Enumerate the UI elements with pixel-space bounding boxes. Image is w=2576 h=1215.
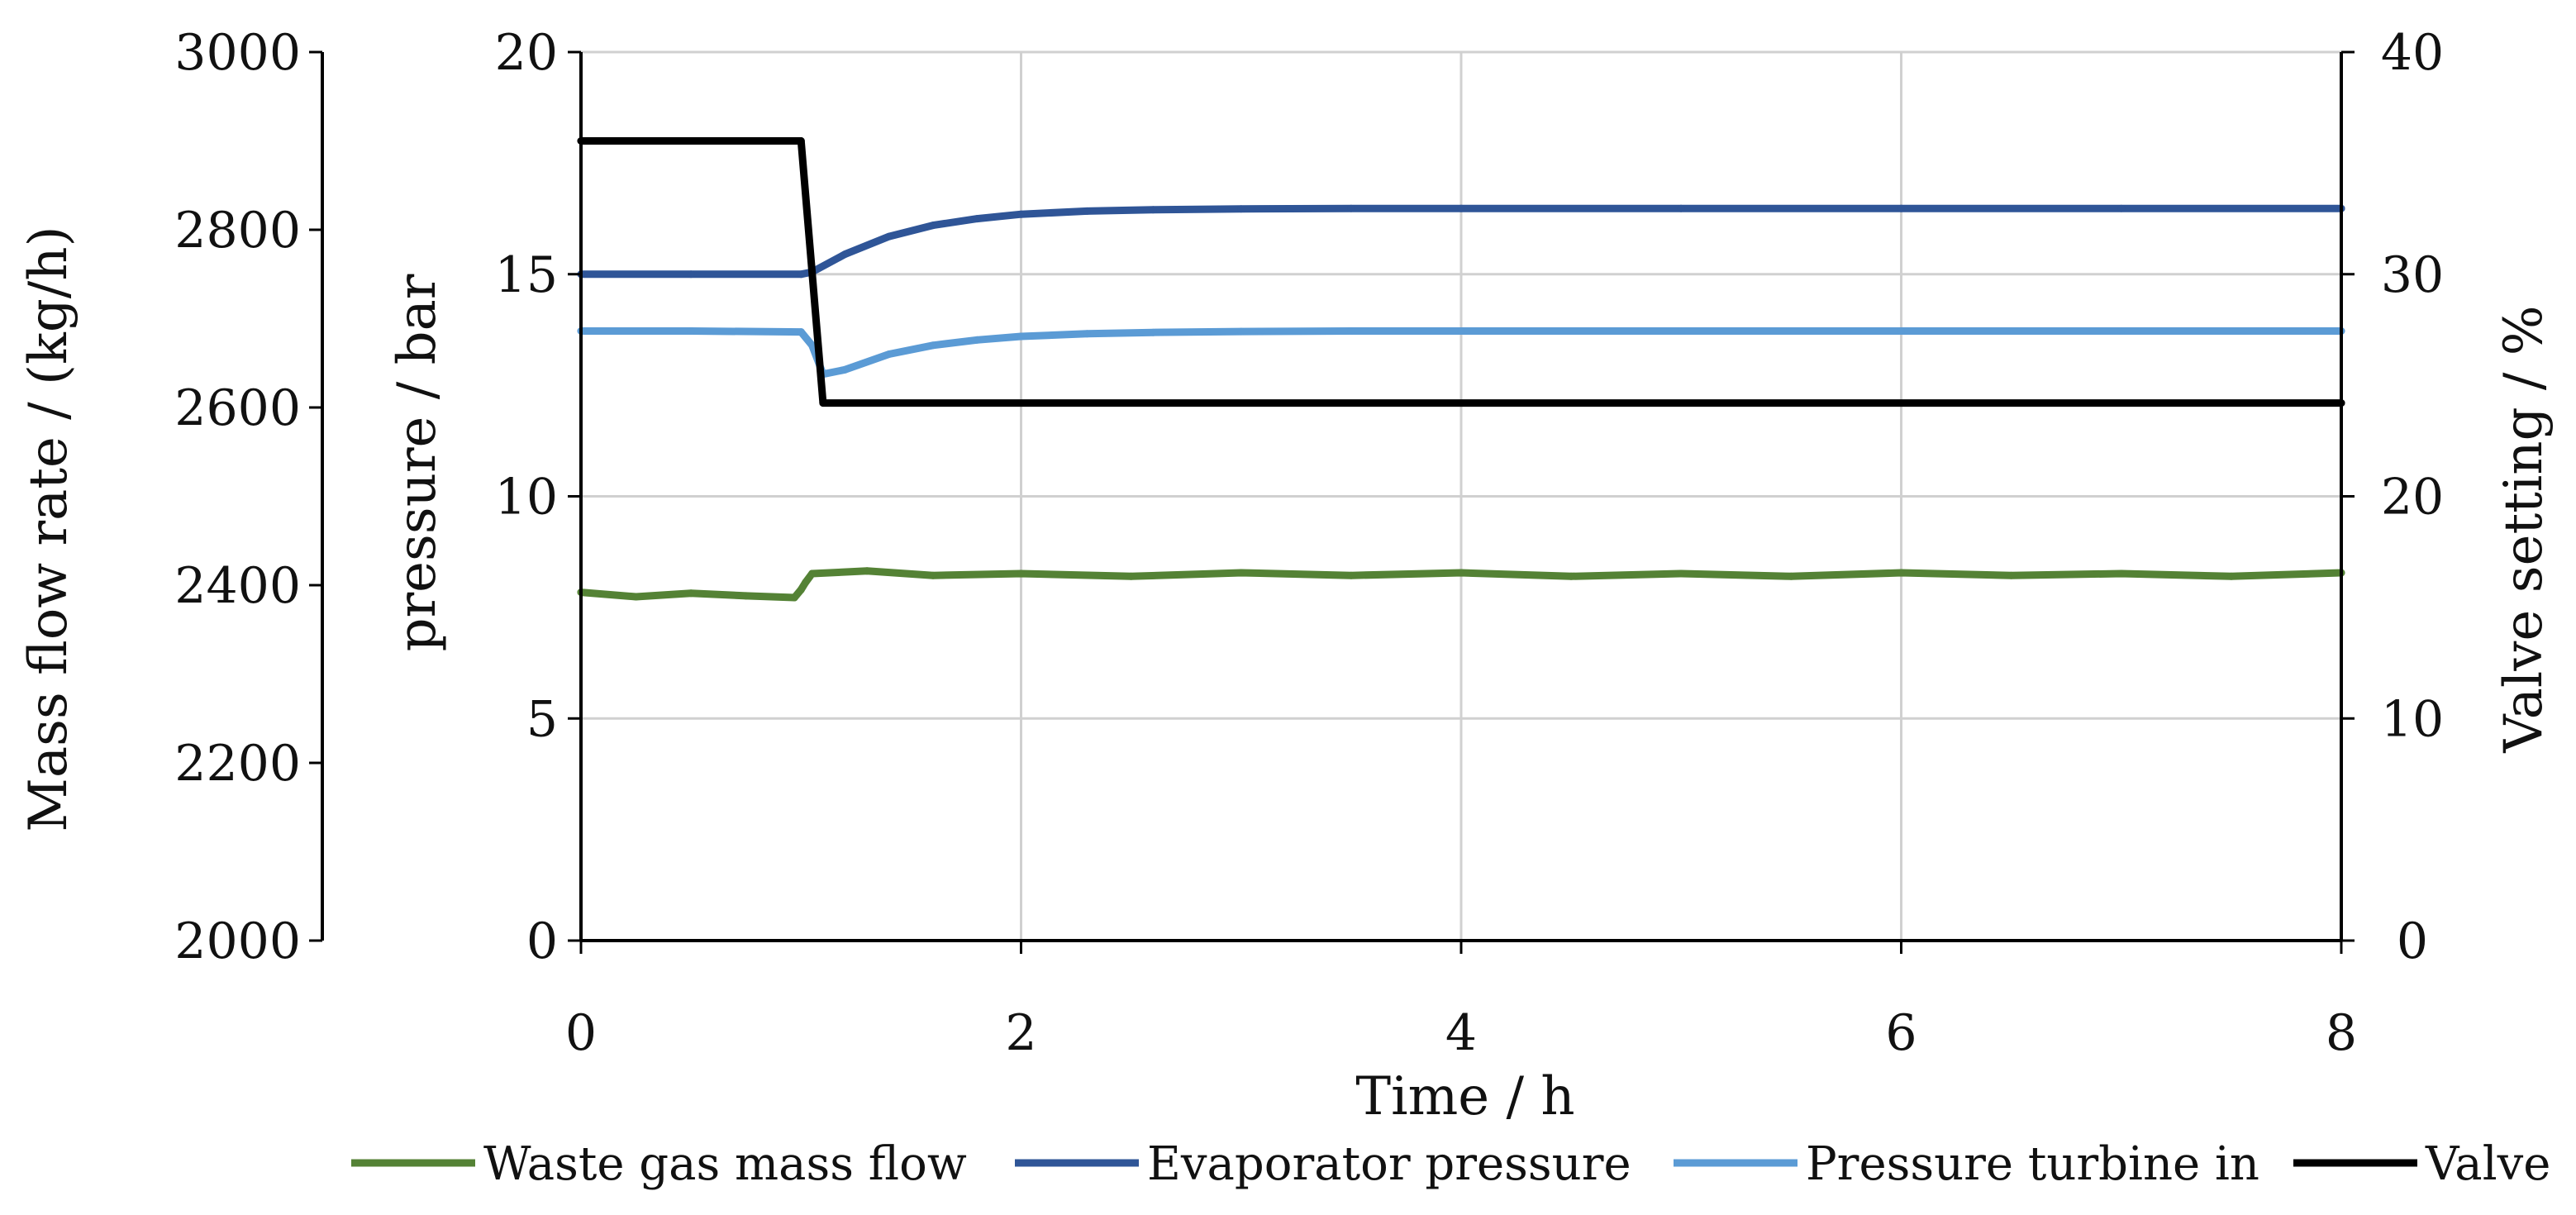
data-point-pressure-turbine-in xyxy=(973,336,981,344)
data-point-evaporator-pressure xyxy=(929,222,937,230)
mass-flow-tick-label: 2200 xyxy=(174,735,301,793)
series-layer xyxy=(577,137,2345,602)
data-point-waste-gas-mass-flow xyxy=(808,569,817,578)
data-point-pressure-turbine-in xyxy=(797,328,805,336)
data-point-waste-gas-mass-flow xyxy=(1347,571,1355,579)
legend-item-turbine-in: Pressure turbine in xyxy=(1674,1137,2259,1191)
series-line-valve xyxy=(577,137,2345,407)
data-point-waste-gas-mass-flow xyxy=(687,589,695,598)
x-tick-label: 4 xyxy=(1445,1004,1477,1062)
data-point-evaporator-pressure xyxy=(1149,206,1157,214)
valve-tick-label: 10 xyxy=(2381,690,2444,748)
data-point-waste-gas-mass-flow xyxy=(929,571,937,579)
data-point-waste-gas-mass-flow xyxy=(1787,572,1795,580)
data-point-waste-gas-mass-flow xyxy=(1677,569,1685,578)
data-point-pressure-turbine-in xyxy=(808,341,817,350)
data-point-valve xyxy=(797,137,805,145)
legend: Waste gas mass flow Evaporator pressure … xyxy=(351,1137,2550,1191)
legend-item-waste-gas: Waste gas mass flow xyxy=(351,1137,967,1191)
pressure-tick-label: 10 xyxy=(495,469,558,526)
data-point-waste-gas-mass-flow xyxy=(1017,569,1025,578)
data-point-pressure-turbine-in xyxy=(1677,327,1685,335)
data-point-evaporator-pressure xyxy=(1897,204,1905,212)
x-tick-label: 0 xyxy=(565,1004,597,1062)
data-point-pressure-turbine-in xyxy=(1149,328,1157,336)
data-point-waste-gas-mass-flow xyxy=(2117,569,2126,578)
data-point-pressure-turbine-in xyxy=(1083,330,1091,338)
legend-item-evaporator: Evaporator pressure xyxy=(1015,1137,1631,1191)
data-point-evaporator-pressure xyxy=(797,270,805,279)
data-point-evaporator-pressure xyxy=(885,232,893,241)
pressure-tick-label: 15 xyxy=(495,246,558,304)
data-point-pressure-turbine-in xyxy=(841,365,849,374)
data-point-waste-gas-mass-flow xyxy=(1567,572,1575,580)
data-point-waste-gas-mass-flow xyxy=(632,593,640,601)
mass-flow-tick-label: 2000 xyxy=(174,912,301,970)
data-point-evaporator-pressure xyxy=(1017,210,1025,218)
pressure-axis-title: pressure / bar xyxy=(387,274,448,651)
data-point-waste-gas-mass-flow xyxy=(1127,572,1136,580)
ticks: 0 5 10 15 20 0 2 4 6 8 2000 2200 2400 2600 2800 3000 0 10… xyxy=(174,24,2444,1062)
x-axis-title: Time / h xyxy=(1355,1066,1574,1127)
x-tick-label: 6 xyxy=(1885,1004,1917,1062)
data-point-waste-gas-mass-flow xyxy=(742,592,750,600)
x-tick-label: 8 xyxy=(2326,1004,2357,1062)
data-point-evaporator-pressure xyxy=(1237,205,1245,213)
data-point-waste-gas-mass-flow xyxy=(790,593,798,602)
legend-label-valve: Valve xyxy=(2425,1137,2550,1191)
legend-label-evaporator: Evaporator pressure xyxy=(1147,1137,1631,1191)
legend-item-valve: Valve xyxy=(2293,1137,2550,1191)
data-point-pressure-turbine-in xyxy=(1237,327,1245,336)
mass-flow-tick-label: 2400 xyxy=(174,557,301,615)
pressure-tick-label: 5 xyxy=(526,690,558,748)
data-point-valve xyxy=(819,399,827,407)
data-point-evaporator-pressure xyxy=(841,250,849,259)
data-point-evaporator-pressure xyxy=(1677,204,1685,212)
mass-flow-tick-label: 3000 xyxy=(174,24,301,82)
data-point-evaporator-pressure xyxy=(687,270,695,279)
data-point-evaporator-pressure xyxy=(973,215,981,223)
valve-tick-label: 40 xyxy=(2381,24,2444,82)
mass-flow-tick-label: 2600 xyxy=(174,379,301,437)
data-point-waste-gas-mass-flow xyxy=(863,567,871,575)
data-point-pressure-turbine-in xyxy=(1347,327,1355,335)
valve-tick-label: 30 xyxy=(2381,246,2444,304)
data-point-pressure-turbine-in xyxy=(885,350,893,358)
data-point-waste-gas-mass-flow xyxy=(802,579,810,587)
mass-flow-tick-label: 2800 xyxy=(174,202,301,260)
data-point-evaporator-pressure xyxy=(1347,204,1355,212)
data-point-waste-gas-mass-flow xyxy=(2007,571,2016,579)
data-point-waste-gas-mass-flow xyxy=(1897,569,1905,577)
data-point-evaporator-pressure xyxy=(1457,204,1465,212)
data-point-evaporator-pressure xyxy=(2117,204,2126,212)
data-point-pressure-turbine-in xyxy=(687,327,695,335)
data-point-pressure-turbine-in xyxy=(1017,332,1025,341)
x-tick-label: 2 xyxy=(1005,1004,1036,1062)
data-point-waste-gas-mass-flow xyxy=(1457,569,1465,577)
valve-axis-title: Valve setting / % xyxy=(2493,305,2555,753)
valve-tick-label: 0 xyxy=(2397,912,2428,970)
legend-label-waste-gas: Waste gas mass flow xyxy=(483,1137,967,1191)
data-point-pressure-turbine-in xyxy=(2117,327,2126,335)
data-point-waste-gas-mass-flow xyxy=(1237,569,1245,577)
valve-tick-label: 20 xyxy=(2381,469,2444,526)
pressure-tick-label: 20 xyxy=(495,24,558,82)
data-point-pressure-turbine-in xyxy=(1457,327,1465,335)
legend-label-turbine-in: Pressure turbine in xyxy=(1806,1137,2259,1191)
grid xyxy=(581,50,2343,941)
pressure-tick-label: 0 xyxy=(526,912,558,970)
data-point-pressure-turbine-in xyxy=(929,341,937,350)
data-point-evaporator-pressure xyxy=(1083,207,1091,215)
data-point-waste-gas-mass-flow xyxy=(797,585,805,593)
data-point-pressure-turbine-in xyxy=(1897,327,1905,335)
mass-flow-axis-title: Mass flow rate / (kg/h) xyxy=(18,226,79,831)
data-point-waste-gas-mass-flow xyxy=(2227,572,2236,580)
